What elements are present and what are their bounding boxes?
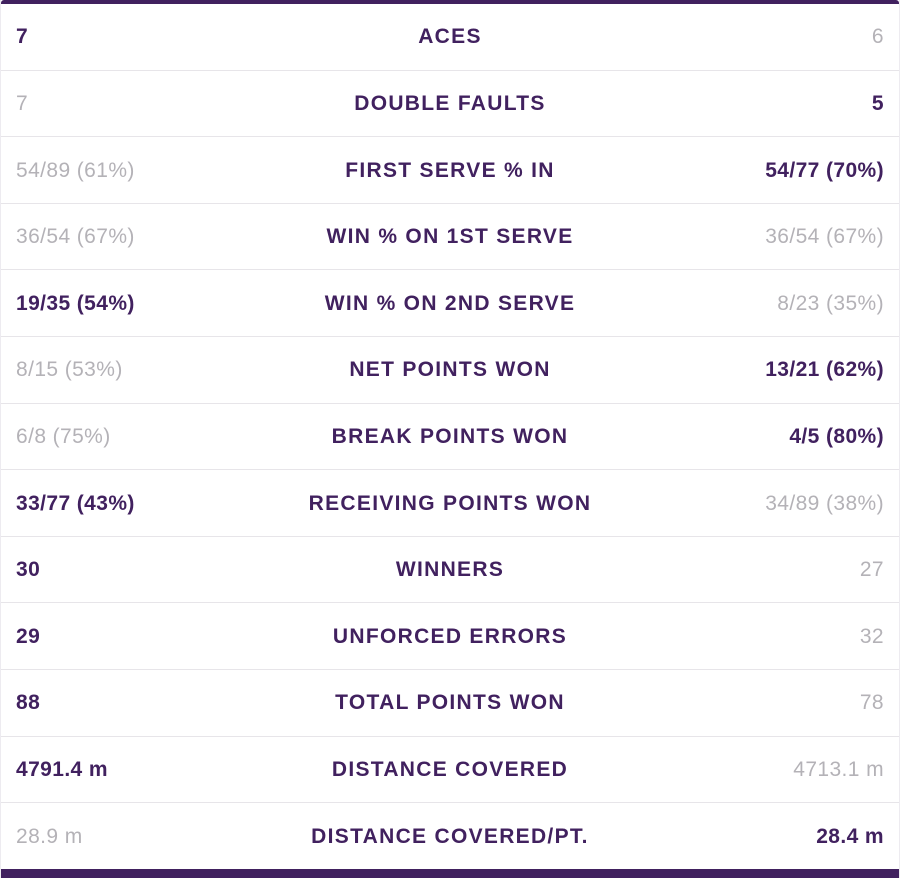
stat-label: WIN % ON 1ST SERVE <box>326 225 574 249</box>
stat-row: 7 ACES 6 <box>1 4 899 71</box>
stat-row: 33/77 (43%) RECEIVING POINTS WON 34/89 (… <box>1 470 899 537</box>
stat-row: 19/35 (54%) WIN % ON 2ND SERVE 8/23 (35%… <box>1 270 899 338</box>
stat-row: 36/54 (67%) WIN % ON 1ST SERVE 36/54 (67… <box>1 204 899 271</box>
bottom-bar <box>1 869 899 878</box>
right-player-value: 5 <box>871 91 884 115</box>
stat-row: 88 TOTAL POINTS WON 78 <box>1 670 899 737</box>
left-player-value: 8/15 (53%) <box>16 358 123 382</box>
right-player-value: 36/54 (67%) <box>765 225 884 249</box>
stat-row: 6/8 (75%) BREAK POINTS WON 4/5 (80%) <box>1 404 899 471</box>
stat-row: 8/15 (53%) NET POINTS WON 13/21 (62%) <box>1 337 899 404</box>
right-player-value: 28.4 m <box>816 824 884 848</box>
left-player-value: 33/77 (43%) <box>16 491 135 515</box>
stat-label: RECEIVING POINTS WON <box>308 491 592 515</box>
right-player-value: 27 <box>859 558 884 582</box>
stat-row: 54/89 (61%) FIRST SERVE % IN 54/77 (70%) <box>1 137 899 204</box>
left-player-value: 30 <box>16 558 41 582</box>
right-player-value: 54/77 (70%) <box>765 158 884 182</box>
stat-label: WIN % ON 2ND SERVE <box>324 291 576 315</box>
right-player-value: 32 <box>859 624 884 648</box>
left-player-value: 54/89 (61%) <box>16 158 135 182</box>
stat-row: 4791.4 m DISTANCE COVERED 4713.1 m <box>1 737 899 804</box>
left-player-value: 4791.4 m <box>16 758 108 781</box>
stat-label: UNFORCED ERRORS <box>332 624 568 648</box>
right-player-value: 13/21 (62%) <box>765 358 884 382</box>
left-player-value: 19/35 (54%) <box>16 291 135 315</box>
left-player-value: 7 <box>16 91 29 115</box>
left-player-value: 36/54 (67%) <box>16 225 135 249</box>
stat-label: FIRST SERVE % IN <box>345 158 555 182</box>
stat-label: WINNERS <box>395 558 505 582</box>
stat-label: BREAK POINTS WON <box>331 424 569 448</box>
stat-label: DISTANCE COVERED/PT. <box>311 824 589 848</box>
stat-label: ACES <box>418 25 482 49</box>
right-player-value: 78 <box>859 691 884 715</box>
stats-rows: 7 ACES 6 7 DOUBLE FAULTS 5 54/89 (61%) F… <box>1 4 899 869</box>
stat-label: DOUBLE FAULTS <box>354 91 546 115</box>
stat-label: TOTAL POINTS WON <box>335 691 565 715</box>
left-player-value: 6/8 (75%) <box>16 424 111 448</box>
right-player-value: 34/89 (38%) <box>765 491 884 515</box>
left-player-value: 7 <box>16 25 29 49</box>
stat-label: DISTANCE COVERED <box>331 758 569 781</box>
left-player-value: 28.9 m <box>16 824 83 848</box>
stat-label: NET POINTS WON <box>349 358 551 382</box>
stat-row: 7 DOUBLE FAULTS 5 <box>1 71 899 138</box>
left-player-value: 29 <box>16 624 41 648</box>
stat-row: 29 UNFORCED ERRORS 32 <box>1 603 899 671</box>
stat-row: 30 WINNERS 27 <box>1 537 899 604</box>
stat-row: 28.9 m DISTANCE COVERED/PT. 28.4 m <box>1 803 899 869</box>
right-player-value: 6 <box>871 25 884 49</box>
top-border <box>1 0 899 4</box>
right-player-value: 4/5 (80%) <box>789 424 884 448</box>
right-player-value: 4713.1 m <box>793 758 884 781</box>
left-player-value: 88 <box>16 691 41 715</box>
right-player-value: 8/23 (35%) <box>777 291 884 315</box>
